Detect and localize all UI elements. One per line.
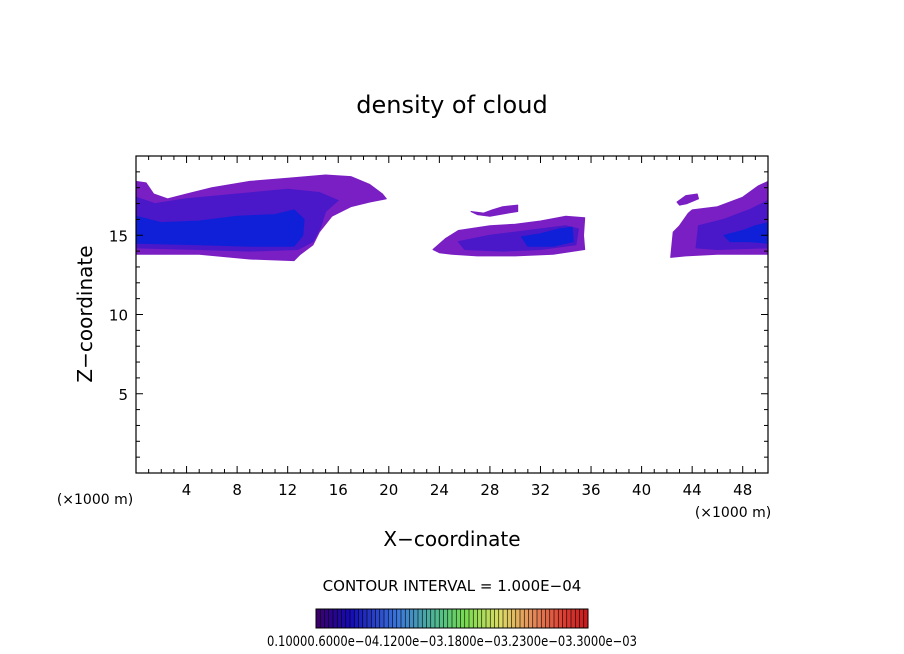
colorbar-swatch xyxy=(324,609,329,628)
colorbar-swatch xyxy=(515,609,520,628)
colorbar-swatch xyxy=(362,609,367,628)
colorbar-swatch xyxy=(583,609,588,628)
colorbar-swatch xyxy=(350,609,355,628)
colorbar-swatch xyxy=(452,609,457,628)
chart-title: density of cloud xyxy=(356,91,547,119)
x-unit-left: (×1000 m) xyxy=(57,492,133,508)
x-tick-label: 8 xyxy=(232,481,242,499)
colorbar-swatch xyxy=(435,609,440,628)
colorbar-swatch xyxy=(507,609,512,628)
colorbar-swatch xyxy=(486,609,491,628)
colorbar-swatch xyxy=(426,609,431,628)
colorbar-swatch xyxy=(375,609,380,628)
colorbar-swatch xyxy=(418,609,423,628)
colorbar-swatch xyxy=(494,609,499,628)
x-tick-label: 12 xyxy=(278,481,297,499)
x-tick-label: 32 xyxy=(531,481,550,499)
colorbar-labels: 0.10000.6000e−04.1200e−03.1800e−03.2300e… xyxy=(267,634,637,650)
colorbar-swatch xyxy=(571,609,576,628)
colorbar-swatch xyxy=(473,609,478,628)
colorbar-swatch xyxy=(575,609,580,628)
colorbar-swatch xyxy=(490,609,495,628)
colorbar-swatch xyxy=(443,609,448,628)
colorbar-swatch xyxy=(371,609,376,628)
colorbar-swatch xyxy=(341,609,346,628)
cloud-middle-wisp-outer xyxy=(470,204,519,217)
x-tick-label: 24 xyxy=(430,481,449,499)
cloud-middle-core xyxy=(521,226,574,247)
colorbar-swatch xyxy=(481,609,486,628)
colorbar-swatch xyxy=(384,609,389,628)
colorbar-swatch xyxy=(541,609,546,628)
colorbar-swatch xyxy=(328,609,333,628)
colorbar-swatch xyxy=(503,609,508,628)
colorbar-swatch xyxy=(520,609,525,628)
colorbar-swatch xyxy=(379,609,384,628)
colorbar-swatch xyxy=(447,609,452,628)
contour-interval: CONTOUR INTERVAL = 1.000E−04 xyxy=(323,577,582,595)
colorbar-swatch xyxy=(354,609,359,628)
cloud-left-core xyxy=(135,209,305,247)
x-tick-label: 20 xyxy=(379,481,398,499)
colorbar-swatch xyxy=(392,609,397,628)
x-tick-label: 28 xyxy=(480,481,499,499)
x-axis-label: X−coordinate xyxy=(383,527,520,551)
colorbar-swatch xyxy=(579,609,584,628)
y-axis-label: Z−coordinate xyxy=(73,245,97,382)
x-tick-label: 40 xyxy=(632,481,651,499)
colorbar-swatch xyxy=(477,609,482,628)
colorbar-swatch xyxy=(320,609,325,628)
colorbar xyxy=(315,608,589,629)
colorbar-swatch xyxy=(566,609,571,628)
colorbar-swatch xyxy=(528,609,533,628)
y-tick-label: 5 xyxy=(118,386,128,404)
colorbar-swatch xyxy=(367,609,372,628)
colorbar-swatch xyxy=(337,609,342,628)
y-tick-label: 15 xyxy=(109,227,128,245)
colorbar-frame xyxy=(315,608,589,629)
x-tick-label: 48 xyxy=(733,481,752,499)
colorbar-swatch xyxy=(558,609,563,628)
colorbar-swatch xyxy=(524,609,529,628)
colorbar-swatch xyxy=(511,609,516,628)
colorbar-swatch xyxy=(469,609,474,628)
colorbar-swatch xyxy=(498,609,503,628)
colorbar-swatch xyxy=(405,609,410,628)
colorbar-swatch xyxy=(439,609,444,628)
cloud-right-wisp-outer xyxy=(676,193,699,206)
x-unit-right: (×1000 m) xyxy=(695,505,771,521)
colorbar-swatch xyxy=(409,609,414,628)
colorbar-swatch xyxy=(545,609,550,628)
colorbar-swatch xyxy=(396,609,401,628)
x-tick-label: 44 xyxy=(683,481,702,499)
x-tick-label: 36 xyxy=(581,481,600,499)
colorbar-swatch xyxy=(549,609,554,628)
colorbar-swatch xyxy=(422,609,427,628)
colorbar-swatch xyxy=(388,609,393,628)
x-tick-label: 16 xyxy=(329,481,348,499)
colorbar-swatch xyxy=(562,609,567,628)
colorbar-swatch xyxy=(333,609,338,628)
colorbar-swatch xyxy=(430,609,435,628)
colorbar-swatch xyxy=(358,609,363,628)
colorbar-swatch xyxy=(460,609,465,628)
colorbar-swatch xyxy=(316,609,321,628)
colorbar-swatch xyxy=(413,609,418,628)
cloud-shapes xyxy=(135,174,769,262)
colorbar-swatch xyxy=(464,609,469,628)
colorbar-swatch xyxy=(532,609,537,628)
colorbar-swatch xyxy=(537,609,542,628)
colorbar-swatch xyxy=(456,609,461,628)
colorbar-swatch xyxy=(345,609,350,628)
x-tick-label: 4 xyxy=(182,481,192,499)
y-tick-label: 10 xyxy=(109,307,128,325)
colorbar-swatch xyxy=(554,609,559,628)
colorbar-swatch xyxy=(401,609,406,628)
